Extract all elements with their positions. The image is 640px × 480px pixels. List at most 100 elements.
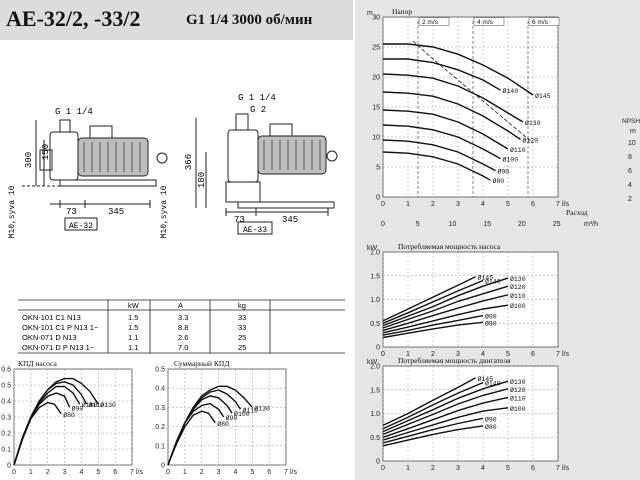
table-header-cell: kW	[128, 301, 140, 310]
series-line	[382, 277, 509, 327]
x-tick-label: 3	[217, 469, 221, 476]
series-label: Ø130	[525, 119, 541, 127]
chart-1: 0 1 2 3 4 5 6 7 0 0.1 0.2 0.3 0.4 0.5 0.6 l/s КПД насоса…	[1, 359, 143, 476]
table-cell: OKN-101 C1 N13	[22, 313, 81, 322]
table-header-cell: kg	[238, 301, 246, 310]
ae33-label: AE-33	[243, 226, 267, 235]
x-tick-label: 1	[29, 469, 33, 476]
series-line	[382, 314, 484, 336]
x2-tick-label: 5	[416, 221, 420, 228]
x-tick-label: 0	[166, 469, 170, 476]
velocity-box	[473, 17, 505, 26]
velocity-box	[528, 17, 560, 26]
ae33-dim-height: 366	[184, 154, 194, 170]
y-tick-label: 0.1	[1, 447, 11, 454]
series-label: Ø80	[485, 423, 497, 431]
series-label: Ø130	[510, 275, 526, 283]
series-line	[382, 276, 476, 322]
y-tick-label: 10	[372, 135, 380, 142]
ae33-dim-side: M10,syva 10	[160, 185, 169, 238]
table-cell: 7.0	[178, 343, 188, 352]
x-tick-label: 5	[250, 469, 254, 476]
x-tick-label: 5	[506, 351, 510, 358]
ae32-label: AE-32	[69, 222, 93, 231]
ae32-label-box	[64, 217, 98, 231]
x-tick-label: 4	[481, 465, 485, 472]
table-cell: OKN-071 D N13	[22, 333, 77, 342]
series-label: Ø90	[498, 168, 510, 176]
ae33-discharge-nozzle	[235, 113, 249, 131]
series-line	[13, 401, 62, 466]
chart-grid	[167, 368, 287, 466]
y-tick-label: 30	[372, 15, 380, 22]
ae33-thread1-label: G 1 1/4	[238, 93, 276, 103]
table-cell: 33	[238, 323, 246, 332]
x-tick-label: 4	[79, 469, 83, 476]
x-tick-label: 7	[556, 201, 560, 208]
series-label: Ø80	[493, 177, 505, 185]
ae33-thread2-label: G 2	[250, 105, 266, 115]
chart-5: 0 1 2 3 4 5 6 7 0 0.5 1.0 1.5 2.0 l/s Потребляемая мощ…	[367, 356, 570, 472]
series-line	[382, 285, 509, 329]
series-label: Ø145	[535, 92, 551, 100]
page-subtitle: G1 1/4 3000 об/мин	[186, 12, 313, 28]
series-label: Ø145	[478, 274, 494, 282]
series-line	[382, 304, 509, 334]
x-tick-label: 0	[381, 201, 385, 208]
series-label: Ø80	[485, 319, 497, 327]
chart-title: Потребляемая мощность двигателя	[398, 356, 511, 365]
y-tick-label: 20	[372, 75, 380, 82]
chart-title: КПД насоса	[18, 359, 57, 368]
series-label: Ø80	[217, 420, 229, 428]
npsh-tick-label: 10	[628, 140, 636, 147]
y-tick-label: 0.5	[155, 367, 165, 374]
y-tick-label: 2.0	[370, 250, 380, 257]
y-tick-label: 2.0	[370, 364, 380, 371]
table-cell: 1.5	[128, 313, 138, 322]
ae32-dim-base: 150	[41, 144, 51, 160]
series-line	[167, 402, 225, 466]
x-tick-label: 3	[456, 351, 460, 358]
x-unit-label: l/s	[136, 469, 144, 476]
series-line	[382, 321, 484, 339]
ae32-dim-side: M10,syva 10	[8, 185, 17, 238]
velocity-box	[418, 17, 450, 26]
y-tick-label: 0	[376, 459, 380, 466]
y-tick-label: 25	[372, 45, 380, 52]
series-label: Ø140	[503, 87, 519, 95]
ae32-dim-len2: 345	[108, 207, 124, 217]
series-line	[383, 43, 534, 96]
x-tick-label: 2	[46, 469, 50, 476]
series-line	[382, 91, 521, 140]
chart-title: Суммарный КПД	[174, 359, 229, 368]
y-tick-label: 0.3	[1, 415, 11, 422]
chart-4: 0 1 2 3 4 5 6 7 0 0.5 1.0 1.5 2.0 l/s Потребляемая мощ…	[367, 242, 570, 358]
table-cell: 1.1	[128, 333, 138, 342]
ae33-base-plate	[237, 201, 335, 209]
motor-table-frame	[18, 299, 345, 354]
series-line	[382, 381, 484, 430]
y-unit-label: kW	[367, 245, 378, 252]
table-cell: 2.6	[178, 333, 188, 342]
series-label: Ø140	[485, 380, 501, 388]
table-cell: 1.5	[128, 323, 138, 332]
x-tick-label: 7	[556, 465, 560, 472]
y-tick-label: 0	[7, 463, 11, 470]
x-unit-label: l/s	[562, 351, 570, 358]
x-tick-label: 6	[531, 351, 535, 358]
y-tick-label: 0	[161, 463, 165, 470]
ae33-dim-len1: 73	[234, 215, 245, 225]
y-unit-label: m	[367, 10, 373, 17]
npsh-axis-label: NPSH	[622, 118, 640, 125]
series-label: Ø100	[234, 410, 250, 418]
series-label: Ø90	[485, 415, 497, 423]
series-label: Ø140	[485, 278, 501, 286]
series-label: Ø110	[510, 394, 526, 402]
velocity-label: 4 m/s	[477, 19, 494, 26]
chart-grid	[382, 365, 559, 462]
series-line	[382, 109, 509, 150]
series-line	[383, 58, 501, 91]
chart-grid	[382, 251, 559, 348]
left-header-band: AE-32/2, -33/2 G1 1/4 3000 об/мин	[0, 0, 353, 40]
